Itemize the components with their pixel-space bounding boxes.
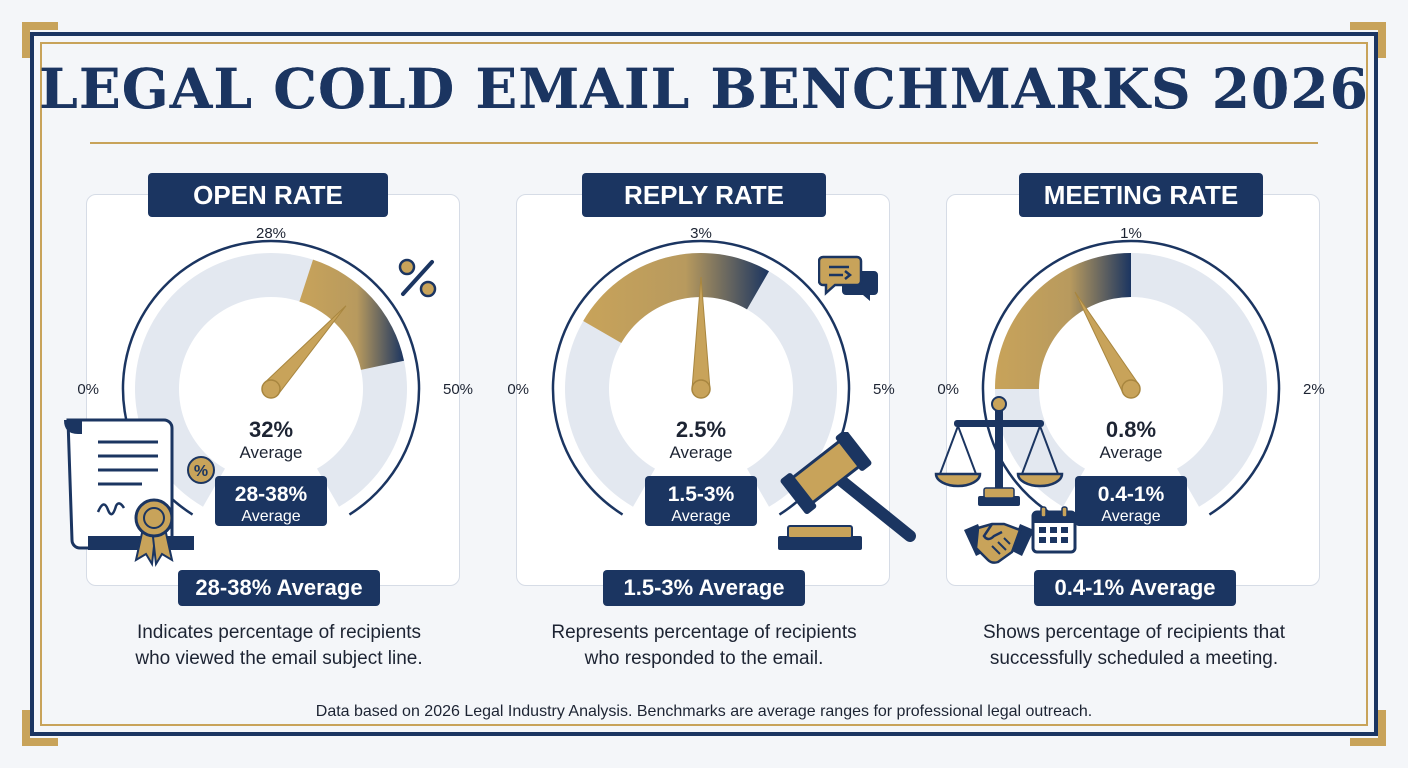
- gauge-value-caption: Average: [669, 443, 732, 462]
- frame-corner: [1350, 22, 1386, 58]
- description-line: who responded to the email.: [584, 648, 824, 669]
- scales-icon: [934, 396, 1064, 506]
- gauge-range-box: [1075, 476, 1187, 526]
- description-line: Shows percentage of recipients that: [982, 622, 1286, 643]
- metric-description: Indicates percentage of recipients who v…: [69, 620, 489, 672]
- gauge-range-box: [215, 476, 327, 526]
- frame-corner: [22, 22, 58, 58]
- gauge-top-label: 1%: [1120, 225, 1142, 242]
- gauge-range-label: 1.5-3%: [668, 483, 735, 506]
- range-summary: 28-38% Average: [178, 570, 380, 606]
- inner-frame: [40, 42, 1368, 726]
- percent-icon: [398, 258, 437, 298]
- handshake-icon: [964, 522, 1034, 564]
- gauge-needle: [1074, 291, 1140, 395]
- gauge-frame: [981, 239, 1281, 516]
- gauge-frame: [121, 239, 421, 516]
- gauge-min-label: 0%: [77, 381, 99, 398]
- description-line: who viewed the email subject line.: [135, 648, 423, 669]
- gauge-needle-hub: [1121, 379, 1141, 399]
- gauge-value: 0.8%: [1106, 417, 1156, 442]
- metric-description: Represents percentage of recipients who …: [494, 620, 914, 672]
- percent-badge-icon: %: [187, 456, 215, 484]
- gauge-title: OPEN RATE: [148, 173, 388, 217]
- frame-corner: [1350, 710, 1386, 746]
- gavel-icon: [778, 432, 916, 550]
- certificate-icon: [64, 418, 194, 568]
- description-line: Indicates percentage of recipients: [136, 622, 422, 643]
- gauge-min-label: 0%: [937, 381, 959, 398]
- footer-note: Data based on 2026 Legal Industry Analys…: [315, 703, 1093, 720]
- svg-text:%: %: [194, 463, 208, 480]
- gauge-title: REPLY RATE: [582, 173, 826, 217]
- gauge-range-band: [583, 253, 769, 343]
- metric-description: Shows percentage of recipients that succ…: [924, 620, 1344, 672]
- gauge-frame: [551, 239, 851, 516]
- range-summary: 0.4-1% Average: [1034, 570, 1236, 606]
- calendar-icon: [1031, 506, 1077, 554]
- gauge-value-caption: Average: [239, 443, 302, 462]
- chat-icon: [818, 255, 878, 301]
- gauge-min-label: 0%: [507, 381, 529, 398]
- gauge-max-label: 2%: [1303, 381, 1325, 398]
- gauge-max-label: 5%: [873, 381, 895, 398]
- gauge-top-label: 3%: [690, 225, 712, 242]
- gauge-value: 2.5%: [676, 417, 726, 442]
- description-line: successfully scheduled a meeting.: [989, 648, 1279, 669]
- gauge-range-box: [645, 476, 757, 526]
- title-divider: [90, 142, 1318, 144]
- page-title: LEGAL COLD EMAIL BENCHMARKS 2026: [39, 56, 1369, 121]
- description-line: Represents percentage of recipients: [551, 622, 857, 643]
- gauge-title: MEETING RATE: [1019, 173, 1263, 217]
- gauge-top-label: 28%: [256, 225, 286, 242]
- gauge-range-band: [299, 259, 405, 370]
- gauge-needle-hub: [261, 379, 281, 399]
- gauge-range-band: [995, 253, 1131, 389]
- gauge-range-caption: Average: [1101, 508, 1160, 525]
- gauge-range-label: 0.4-1%: [1098, 483, 1165, 506]
- gauge-range-caption: Average: [241, 508, 300, 525]
- range-summary: 1.5-3% Average: [603, 570, 805, 606]
- gauge-max-label: 50%: [443, 381, 473, 398]
- gauge-value: 32%: [249, 417, 293, 442]
- gauge-needle-hub: [691, 379, 711, 399]
- outer-frame: [30, 32, 1378, 736]
- gauge-range-label: 28-38%: [235, 483, 308, 506]
- frame-corner: [22, 710, 58, 746]
- gauge-value-caption: Average: [1099, 443, 1162, 462]
- gauge-range-caption: Average: [671, 508, 730, 525]
